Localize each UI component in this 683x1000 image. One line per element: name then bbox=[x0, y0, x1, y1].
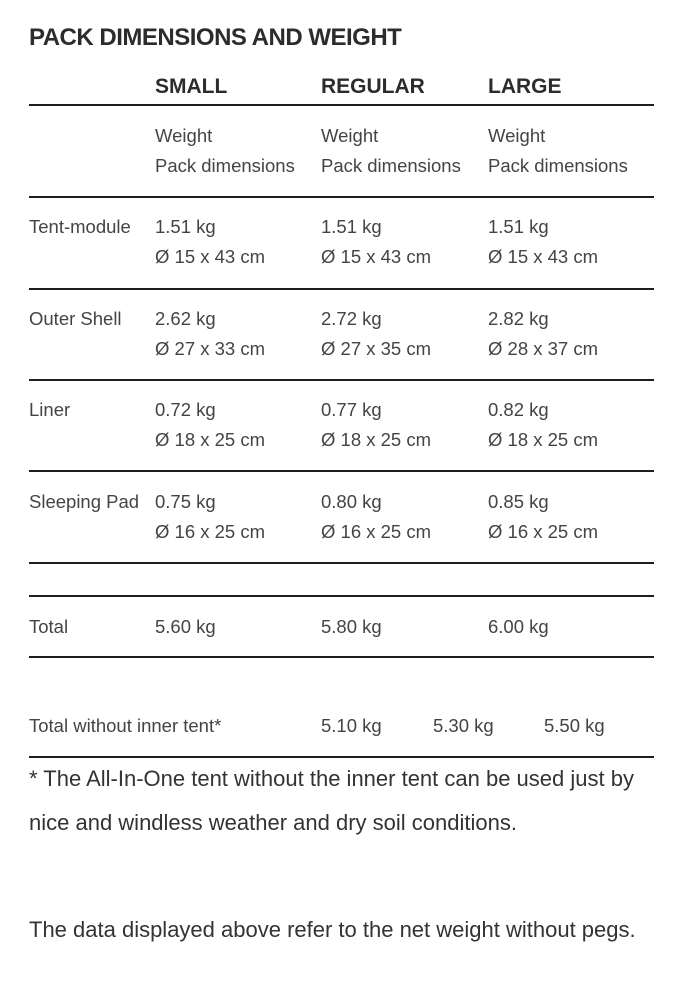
column-header-regular: REGULAR bbox=[321, 75, 425, 98]
row-pack-dimensions: Ø 18 x 25 cm bbox=[321, 429, 432, 450]
row-weight: 2.72 kg bbox=[321, 308, 382, 329]
divider bbox=[29, 470, 654, 472]
row-weight: 0.75 kg bbox=[155, 491, 216, 512]
total-without-inner-small: 5.10 kg bbox=[321, 715, 382, 736]
divider bbox=[29, 562, 654, 564]
row-pack-dimensions: Ø 27 x 33 cm bbox=[155, 338, 266, 359]
row-pack-dimensions: Ø 15 x 43 cm bbox=[321, 246, 432, 267]
total-large: 6.00 kg bbox=[488, 616, 549, 637]
row-label: Outer Shell bbox=[29, 308, 122, 329]
divider bbox=[29, 756, 654, 758]
subheader-pack-dimensions: Pack dimensions bbox=[321, 155, 461, 176]
subheader-pack-dimensions: Pack dimensions bbox=[488, 155, 628, 176]
divider bbox=[29, 595, 654, 597]
total-label: Total bbox=[29, 616, 69, 637]
total-without-inner-large: 5.50 kg bbox=[544, 715, 605, 736]
row-weight: 0.77 kg bbox=[321, 399, 382, 420]
row-weight: 1.51 kg bbox=[321, 216, 382, 237]
row-weight: 2.62 kg bbox=[155, 308, 216, 329]
row-pack-dimensions: Ø 16 x 25 cm bbox=[321, 521, 432, 542]
row-pack-dimensions: Ø 15 x 43 cm bbox=[488, 246, 599, 267]
row-pack-dimensions: Ø 27 x 35 cm bbox=[321, 338, 432, 359]
column-header-large: LARGE bbox=[488, 75, 562, 98]
page-title: PACK DIMENSIONS AND WEIGHT bbox=[29, 24, 402, 51]
subheader-pack-dimensions: Pack dimensions bbox=[155, 155, 295, 176]
total-without-inner-label: Total without inner tent* bbox=[29, 715, 222, 736]
divider bbox=[29, 656, 654, 658]
row-weight: 0.85 kg bbox=[488, 491, 549, 512]
row-weight: 1.51 kg bbox=[155, 216, 216, 237]
row-weight: 2.82 kg bbox=[488, 308, 549, 329]
row-pack-dimensions: Ø 15 x 43 cm bbox=[155, 246, 266, 267]
weight-note: The data displayed above refer to the ne… bbox=[29, 917, 636, 942]
footnote: * The All-In-One tent without the inner … bbox=[29, 766, 634, 835]
row-label: Tent-module bbox=[29, 216, 131, 237]
row-pack-dimensions: Ø 16 x 25 cm bbox=[155, 521, 266, 542]
row-pack-dimensions: Ø 16 x 25 cm bbox=[488, 521, 599, 542]
row-pack-dimensions: Ø 18 x 25 cm bbox=[155, 429, 266, 450]
column-header-small: SMALL bbox=[155, 75, 228, 98]
divider bbox=[29, 104, 654, 106]
row-weight: 0.80 kg bbox=[321, 491, 382, 512]
divider bbox=[29, 379, 654, 381]
total-without-inner-regular: 5.30 kg bbox=[433, 715, 494, 736]
row-weight: 0.82 kg bbox=[488, 399, 549, 420]
row-pack-dimensions: Ø 18 x 25 cm bbox=[488, 429, 599, 450]
row-label: Liner bbox=[29, 399, 71, 420]
row-weight: 1.51 kg bbox=[488, 216, 549, 237]
row-pack-dimensions: Ø 28 x 37 cm bbox=[488, 338, 599, 359]
subheader-weight: Weight bbox=[155, 125, 213, 146]
row-weight: 0.72 kg bbox=[155, 399, 216, 420]
total-small: 5.60 kg bbox=[155, 616, 216, 637]
subheader-weight: Weight bbox=[488, 125, 546, 146]
divider bbox=[29, 196, 654, 198]
total-regular: 5.80 kg bbox=[321, 616, 382, 637]
row-label: Sleeping Pad bbox=[29, 491, 140, 512]
subheader-weight: Weight bbox=[321, 125, 379, 146]
divider bbox=[29, 288, 654, 290]
